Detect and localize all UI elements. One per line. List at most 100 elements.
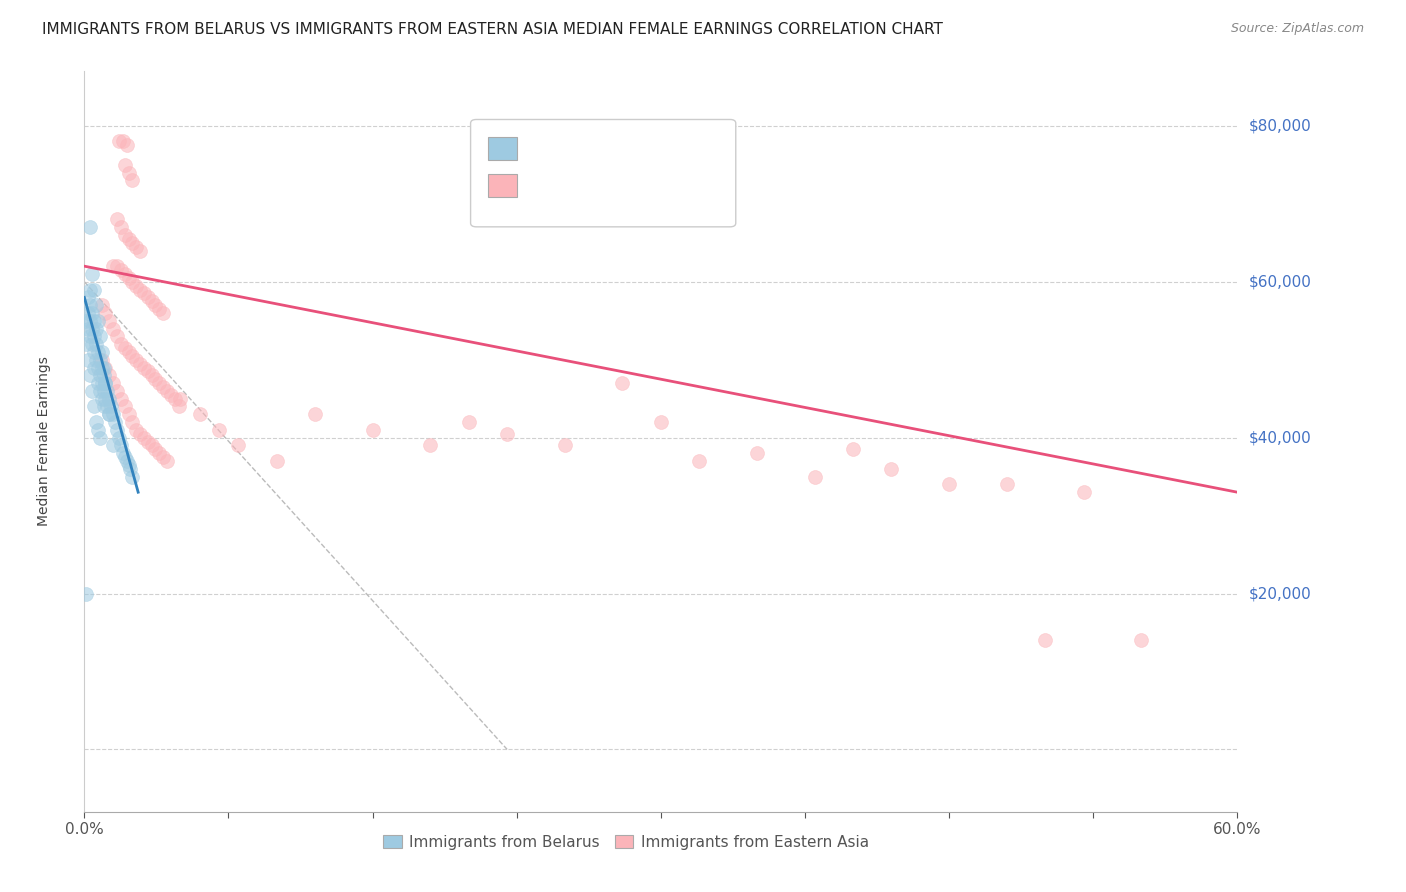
Text: N = 68: N = 68 — [626, 141, 679, 156]
Point — [148, 301, 170, 316]
Point — [98, 407, 121, 421]
Point — [98, 368, 121, 383]
Point — [114, 267, 136, 281]
Text: $60,000: $60,000 — [1249, 274, 1312, 289]
Point — [132, 286, 155, 301]
Point — [745, 446, 768, 460]
Point — [75, 337, 97, 351]
Point — [226, 438, 249, 452]
Point — [93, 360, 115, 375]
Point — [121, 173, 143, 187]
Point — [96, 384, 118, 398]
Point — [83, 283, 105, 297]
Point — [129, 426, 152, 441]
Text: $40,000: $40,000 — [1249, 430, 1312, 445]
Point — [304, 407, 326, 421]
Point — [129, 244, 152, 258]
Point — [80, 337, 103, 351]
Point — [152, 306, 174, 320]
Point — [80, 321, 103, 335]
Point — [554, 438, 576, 452]
Point — [115, 454, 138, 468]
Point — [108, 431, 131, 445]
Point — [125, 423, 148, 437]
Point — [89, 384, 111, 398]
Point — [612, 376, 634, 390]
Point — [156, 454, 179, 468]
Point — [117, 166, 139, 180]
Point — [156, 384, 179, 398]
Text: $80,000: $80,000 — [1249, 119, 1312, 134]
Point — [115, 138, 138, 153]
Point — [117, 232, 139, 246]
Point — [125, 240, 148, 254]
Point — [83, 345, 105, 359]
Point — [79, 283, 101, 297]
Point — [104, 415, 127, 429]
Point — [117, 345, 139, 359]
Point — [84, 352, 107, 367]
Point — [90, 360, 112, 375]
Point — [77, 321, 100, 335]
Point — [145, 372, 167, 386]
Point — [141, 294, 163, 309]
Point — [117, 271, 139, 285]
Point — [457, 415, 479, 429]
Point — [84, 415, 107, 429]
Point — [496, 426, 519, 441]
Point — [842, 442, 865, 457]
Point — [98, 392, 121, 406]
Point — [87, 360, 110, 375]
Point — [90, 376, 112, 390]
Point — [152, 380, 174, 394]
Point — [995, 477, 1018, 491]
Point — [114, 450, 136, 464]
Text: IMMIGRANTS FROM BELARUS VS IMMIGRANTS FROM EASTERN ASIA MEDIAN FEMALE EARNINGS C: IMMIGRANTS FROM BELARUS VS IMMIGRANTS FR… — [42, 22, 943, 37]
Point — [121, 349, 143, 363]
Point — [89, 329, 111, 343]
Point — [79, 298, 101, 312]
Point — [108, 135, 131, 149]
Point — [80, 306, 103, 320]
Point — [1130, 633, 1153, 648]
Point — [93, 368, 115, 383]
Point — [103, 259, 124, 273]
Point — [94, 376, 117, 390]
Text: $20,000: $20,000 — [1249, 586, 1312, 601]
Point — [89, 352, 111, 367]
Point — [75, 314, 97, 328]
Point — [87, 376, 110, 390]
Point — [136, 290, 159, 304]
Point — [361, 423, 384, 437]
Point — [141, 438, 163, 452]
Point — [419, 438, 441, 452]
Point — [79, 368, 101, 383]
Point — [688, 454, 710, 468]
Point — [650, 415, 672, 429]
Point — [79, 314, 101, 328]
Point — [125, 278, 148, 293]
Text: Median Female Earnings: Median Female Earnings — [37, 357, 51, 526]
Point — [160, 388, 183, 402]
Point — [110, 438, 132, 452]
Point — [83, 400, 105, 414]
Legend: Immigrants from Belarus, Immigrants from Eastern Asia: Immigrants from Belarus, Immigrants from… — [377, 829, 876, 856]
Point — [1073, 485, 1095, 500]
Point — [208, 423, 231, 437]
Point — [90, 345, 112, 359]
Point — [89, 431, 111, 445]
Point — [880, 462, 903, 476]
Point — [121, 235, 143, 250]
Point — [93, 400, 115, 414]
Point — [94, 306, 117, 320]
Point — [94, 360, 117, 375]
Point — [84, 337, 107, 351]
Point — [125, 352, 148, 367]
Point — [121, 275, 143, 289]
Point — [129, 357, 152, 371]
Point — [103, 376, 124, 390]
Point — [169, 392, 191, 406]
Point — [117, 458, 139, 472]
Point — [148, 446, 170, 460]
Point — [77, 306, 100, 320]
